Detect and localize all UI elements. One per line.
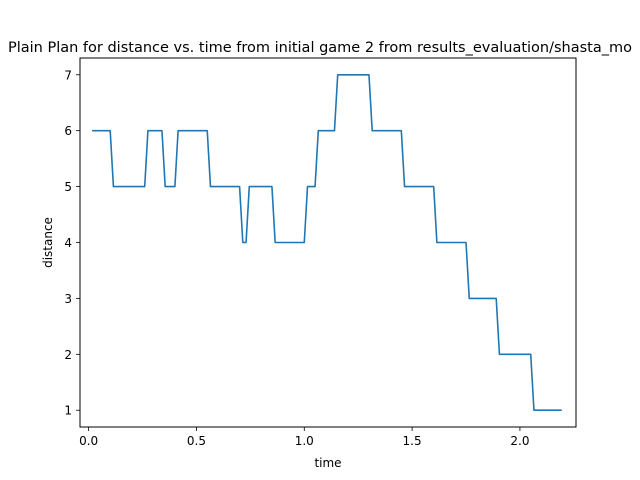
y-tick-label: 4: [64, 236, 72, 250]
x-tick-label: 2.0: [510, 434, 529, 448]
y-tick-label: 6: [64, 124, 72, 138]
y-tick-label: 7: [64, 68, 72, 82]
x-tick-label: 1.5: [403, 434, 422, 448]
y-tick-label: 1: [64, 404, 72, 418]
x-tick-label: 1.0: [295, 434, 314, 448]
y-tick-label: 2: [64, 348, 72, 362]
chart-title: Plain Plan for distance vs. time from in…: [8, 40, 632, 56]
x-tick-label: 0.0: [79, 434, 98, 448]
y-tick-label: 5: [64, 180, 72, 194]
plot-area: 0.0 0.5 1.0 1.5 2.0 1 2 3 4 5 6 7: [64, 68, 562, 448]
x-axis-label: time: [314, 456, 341, 470]
x-tick-label: 0.5: [187, 434, 206, 448]
y-axis-label: distance: [41, 217, 55, 268]
y-tick-label: 3: [64, 292, 72, 306]
plot-frame: [79, 57, 577, 428]
series-line-0: [92, 73, 562, 412]
